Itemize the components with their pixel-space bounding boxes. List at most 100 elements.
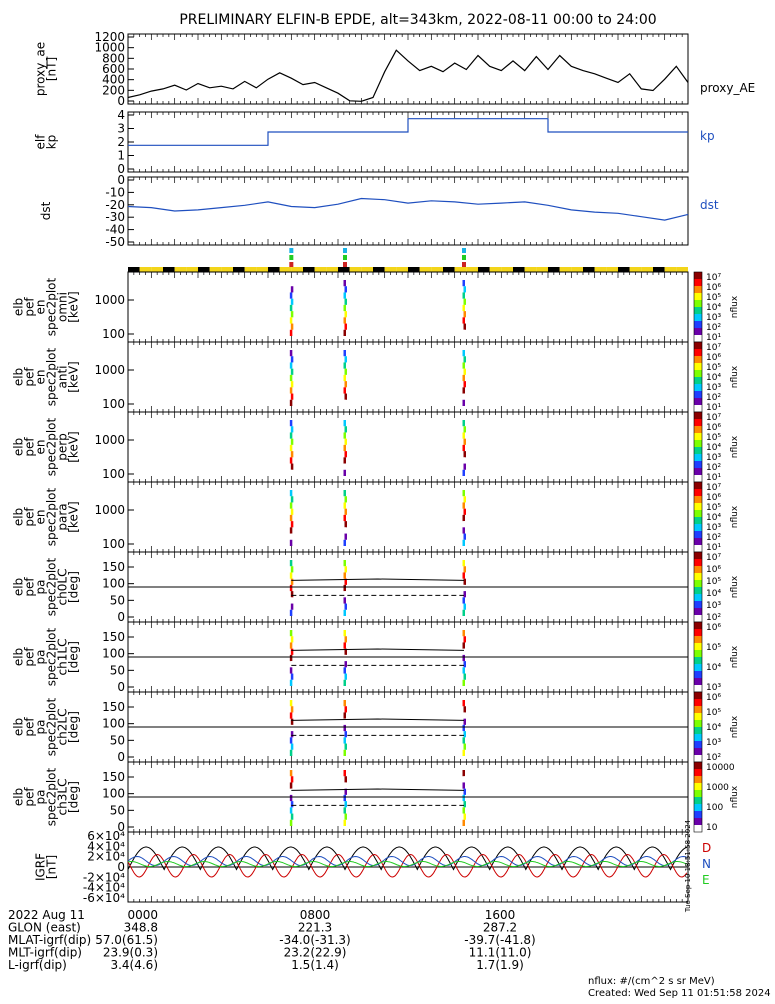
panel-frame-dst	[127, 176, 689, 246]
spectrogram-streak	[463, 706, 466, 713]
colorbar-tick: 10⁵	[706, 363, 721, 373]
y-axis-label: [deg]	[67, 781, 81, 813]
spectrogram-streak	[289, 794, 293, 802]
spectrogram-streak	[462, 770, 465, 777]
spectrogram-streak	[289, 444, 293, 452]
spectrogram-streak	[463, 648, 466, 655]
spectrogram-streak	[463, 788, 466, 795]
colorbar-cell	[694, 433, 702, 437]
igrf-tick: -2×10⁴	[83, 870, 125, 884]
spectrogram-streak	[343, 630, 346, 637]
colorbar-cell	[694, 324, 702, 329]
colorbar-cell	[694, 580, 702, 584]
spectrogram-streak	[290, 426, 294, 433]
spectrogram-streak	[289, 679, 293, 686]
spectrogram-streak	[289, 374, 293, 382]
colorbar-tick: 10¹	[706, 333, 721, 343]
spectrogram-streak	[289, 770, 293, 777]
colorbar-tick: 10⁷	[706, 483, 721, 493]
colorbar-cell	[694, 590, 702, 595]
footer-created: Created: Wed Sep 11 01:51:58 2024	[588, 988, 771, 999]
spectrogram-streak	[289, 432, 293, 439]
colorbar-tick: 10000	[706, 763, 735, 773]
xaxis-row-value: 1600	[485, 908, 516, 922]
spec-frame-anti	[127, 341, 689, 413]
spectrogram-streak	[463, 368, 466, 375]
y-axis-label: [deg]	[67, 711, 81, 743]
orbit-bar-segment	[128, 267, 140, 272]
igrf-component-line	[127, 855, 688, 867]
colorbar-cell	[694, 331, 702, 336]
colorbar-cell	[694, 555, 702, 560]
spectrogram-streak	[343, 700, 346, 707]
y-axis-label: elb	[12, 718, 26, 736]
colorbar-cell	[694, 384, 702, 388]
colorbar-cell	[694, 702, 702, 707]
spectrogram-streak	[463, 393, 466, 400]
y-axis-label: IGRF	[34, 853, 48, 881]
colorbar-cell	[694, 545, 702, 549]
orbit-bar-segment	[618, 267, 630, 272]
spectrogram-streak	[462, 724, 465, 732]
panel-tick-dst: -30	[105, 210, 125, 224]
crossing-marker	[289, 262, 294, 267]
spec-tick-ch3LC: 50	[110, 803, 125, 817]
colorbar-label: nflux	[730, 365, 740, 388]
colorbar-cell	[694, 482, 702, 486]
loss-cone-upper	[291, 718, 465, 721]
panel-tick-proxy: 0	[117, 94, 125, 108]
spectrogram-streak	[344, 356, 347, 363]
y-axis-label: omni	[56, 292, 70, 322]
spectrogram-streak	[289, 420, 293, 427]
colorbar-cell	[694, 825, 702, 829]
colorbar-cell	[694, 380, 702, 385]
panel-ylabel-proxy: proxy_ae[nT]	[34, 42, 59, 96]
y-axis-label: [keV]	[67, 291, 81, 322]
spectrogram-streak	[289, 819, 293, 826]
colorbar-cell	[694, 300, 702, 304]
spectrogram-streak	[343, 782, 346, 789]
orbit-bar-segment	[478, 267, 490, 272]
colorbar-cell	[694, 443, 702, 448]
colorbar-cell	[694, 496, 702, 500]
colorbar-tick: 10⁶	[706, 623, 721, 633]
colorbar-cell	[694, 366, 702, 371]
colorbar-cell	[694, 447, 702, 451]
colorbar-cell	[694, 426, 702, 430]
colorbar-cell	[694, 405, 702, 409]
xaxis-row-value: 348.8	[124, 921, 158, 935]
spectrogram-streak	[462, 490, 465, 497]
orbit-bar-segment	[583, 267, 595, 272]
igrf-component-line	[127, 846, 687, 871]
colorbar-cell	[694, 786, 702, 791]
colorbar-cell	[694, 499, 702, 504]
colorbar-cell	[694, 713, 702, 717]
spectrogram-streak	[289, 502, 293, 509]
spec-tick-ch2LC: 150	[102, 700, 125, 714]
xaxis-row-value: 1.5(1.4)	[291, 958, 339, 972]
figure-title: PRELIMINARY ELFIN-B EPDE, alt=343km, 202…	[179, 12, 656, 28]
colorbar-tick: 10⁴	[706, 373, 721, 383]
y-axis-label: dst	[39, 201, 53, 220]
series-line-proxy	[127, 49, 689, 102]
y-axis-label: proxy_ae	[34, 42, 48, 96]
colorbar-cell	[694, 695, 702, 700]
spectrogram-streak	[462, 807, 465, 814]
colorbar-tick: 10⁶	[706, 565, 721, 575]
colorbar-tick: 100	[706, 803, 723, 813]
colorbar-cell	[694, 272, 702, 276]
spectrogram-streak	[290, 286, 294, 293]
colorbar-cell	[694, 678, 702, 682]
colorbar-cell	[694, 352, 702, 357]
colorbar-cell	[694, 597, 702, 602]
orbit-bar-segment	[653, 267, 665, 272]
spectrogram-streak	[289, 667, 293, 674]
igrf-legend-E: E	[702, 873, 710, 887]
colorbar-cell	[694, 391, 702, 395]
spectrogram-streak	[344, 636, 347, 643]
spectrogram-streak	[344, 591, 347, 598]
spectrogram-streak	[343, 329, 346, 336]
